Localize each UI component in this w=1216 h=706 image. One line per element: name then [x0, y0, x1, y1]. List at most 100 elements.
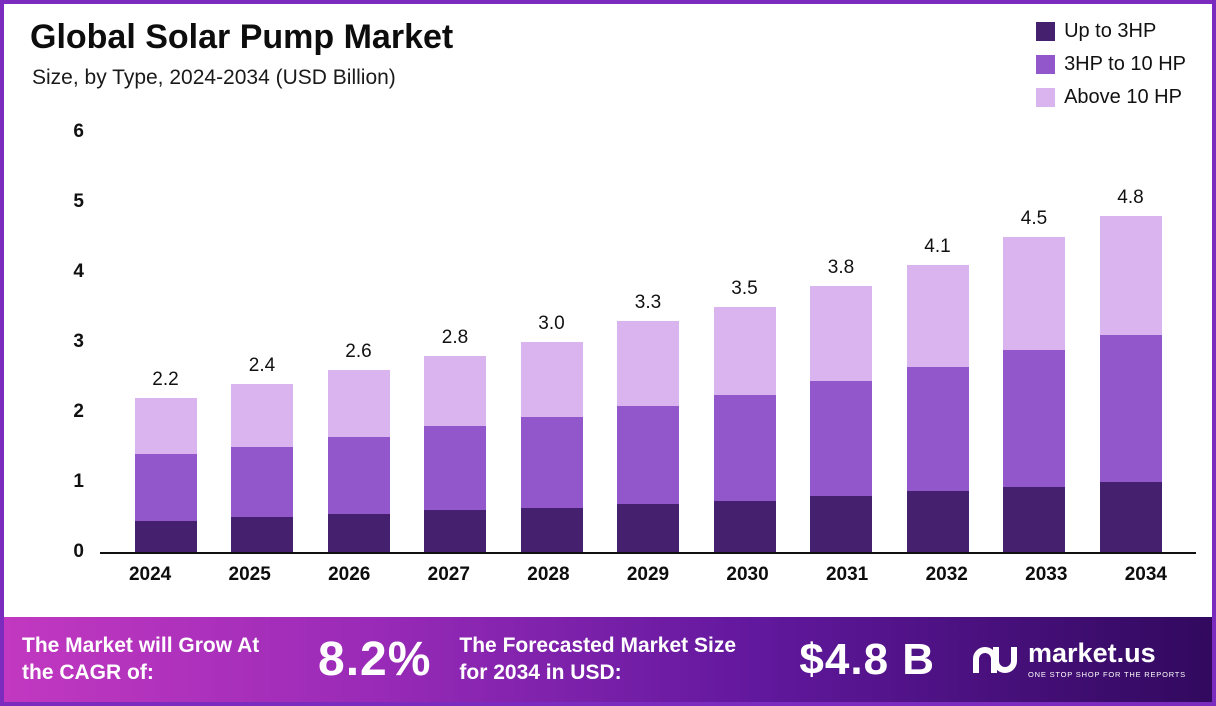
x-axis-label-2025: 2025: [228, 564, 271, 585]
legend-label: 3HP to 10 HP: [1064, 53, 1186, 75]
bar-segment-above-10-hp: [134, 398, 197, 454]
bar-group-2030: 3.5: [713, 132, 776, 552]
bar-segment-3hp-to-10-hp: [906, 366, 969, 492]
brand-name: market.us: [1028, 638, 1156, 668]
legend-item-above-10hp: Above 10 HP: [1036, 86, 1186, 109]
legend-item-3hp-to-10hp: 3HP to 10 HP: [1036, 53, 1186, 76]
bar-group-2025: 2.4: [231, 132, 293, 552]
bar-segment-3hp-to-10-hp: [424, 426, 486, 510]
bar-total-label: 4.8: [1117, 187, 1144, 208]
x-axis-label-2033: 2033: [1025, 564, 1068, 585]
bar-group-2024: 2.2: [134, 132, 197, 552]
x-axis-label-2027: 2027: [427, 564, 470, 585]
x-axis-labels: 2024 2025 2026 2027 2028 2029 2030 2031 2032 2033…: [100, 564, 1196, 586]
bar-segment-up-to-3hp: [520, 507, 583, 552]
bar-segment-3hp-to-10-hp: [713, 394, 776, 501]
x-axis-label-2031: 2031: [825, 564, 869, 585]
bar-segment-up-to-3hp: [231, 517, 293, 552]
legend-swatch-light-purple: [1036, 88, 1056, 107]
bar-segment-up-to-3hp: [1003, 486, 1065, 552]
bar-group-2033: 4.5: [1003, 132, 1065, 552]
forecast-label: The Forecasted Market Size for 2034 in U…: [459, 634, 737, 684]
bar-segment-above-10-hp: [810, 286, 872, 381]
bar-total-label: 3.3: [634, 292, 662, 314]
bar-segment-up-to-3hp: [1099, 482, 1162, 552]
marketus-logo-icon: [973, 646, 1018, 673]
bar-segment-above-10-hp: [520, 342, 583, 417]
footer-banner: The Market will Grow At the CAGR of: 8.2…: [4, 617, 1212, 702]
bar-group-2028: 3.0: [520, 132, 583, 552]
bar-segment-3hp-to-10-hp: [617, 406, 679, 505]
bar-segment-above-10-hp: [1099, 216, 1162, 335]
y-tick-label: 0: [73, 541, 84, 562]
bar-total-label: 2.2: [152, 369, 179, 390]
bar-segment-3hp-to-10-hp: [231, 447, 293, 517]
x-axis-label-2032: 2032: [925, 564, 968, 585]
bar-segment-up-to-3hp: [617, 504, 679, 552]
bar-segment-above-10-hp: [617, 321, 679, 407]
brand-text: market.us ONE STOP SHOP FOR THE REPORTS: [1028, 638, 1186, 680]
bar-total-label: 2.4: [248, 355, 276, 376]
page-title: Global Solar Pump Market: [30, 18, 454, 56]
bar-total-label: 2.8: [441, 327, 469, 348]
bar-segment-above-10-hp: [1003, 237, 1065, 351]
bar-group-2029: 3.3: [617, 132, 679, 552]
bar-segment-above-10-hp: [713, 307, 776, 395]
x-axis-label-2034: 2034: [1124, 564, 1167, 585]
cagr-value: 8.2%: [318, 633, 432, 686]
bar-total-label: 3.8: [827, 257, 855, 278]
bar-total-label: 4.5: [1020, 208, 1048, 230]
y-tick-label: 5: [73, 191, 84, 212]
legend-label: Up to 3HP: [1064, 20, 1157, 42]
legend-swatch-dark-purple: [1036, 22, 1056, 41]
cagr-label: The Market will Grow At the CAGR of:: [22, 634, 260, 684]
x-axis-label-2028: 2028: [527, 564, 570, 585]
brand-logo: market.us ONE STOP SHOP FOR THE REPORTS: [972, 640, 1186, 679]
x-axis-label-2029: 2029: [626, 564, 670, 585]
bar-segment-above-10-hp: [327, 370, 390, 437]
forecast-value: $4.8 B: [799, 634, 936, 684]
bar-total-label: 3.0: [538, 313, 565, 335]
bars-container: 2.2 2.4 2.6 2.8 3.0 3.3 3.5 3.8 4.1 4.5 4.8: [100, 132, 1196, 552]
bar-segment-above-10-hp: [424, 356, 486, 426]
bar-segment-3hp-to-10-hp: [327, 436, 390, 514]
plot-area: 2.2 2.4 2.6 2.8 3.0 3.3 3.5 3.8 4.1 4.5 4.8: [100, 132, 1196, 554]
bar-segment-3hp-to-10-hp: [134, 454, 197, 521]
bar-total-label: 3.5: [731, 278, 758, 300]
bar-segment-3hp-to-10-hp: [1003, 350, 1065, 487]
y-tick-label: 3: [73, 331, 84, 352]
chart-legend: Up to 3HP 3HP to 10 HP Above 10 HP: [1036, 20, 1186, 109]
page-subtitle: Size, by Type, 2024-2034 (USD Billion): [32, 66, 396, 89]
bar-segment-up-to-3hp: [134, 520, 197, 552]
bar-segment-above-10-hp: [231, 384, 293, 447]
y-axis: 6 5 4 3 2 1 0: [44, 121, 84, 562]
bar-segment-3hp-to-10-hp: [1099, 335, 1162, 482]
bar-segment-up-to-3hp: [327, 513, 390, 552]
bar-segment-up-to-3hp: [906, 491, 969, 552]
bar-total-label: 4.1: [924, 236, 951, 258]
brand-tagline: ONE STOP SHOP FOR THE REPORTS: [1028, 670, 1186, 679]
bar-segment-3hp-to-10-hp: [520, 416, 583, 508]
bar-group-2027: 2.8: [424, 132, 486, 552]
y-tick-label: 1: [73, 471, 84, 492]
bar-segment-3hp-to-10-hp: [810, 380, 872, 496]
legend-label: Above 10 HP: [1064, 86, 1182, 108]
bar-segment-up-to-3hp: [424, 510, 486, 552]
bar-group-2034: 4.8: [1099, 132, 1162, 552]
legend-swatch-medium-purple: [1036, 55, 1056, 74]
x-axis-label-2030: 2030: [726, 564, 769, 585]
bar-segment-up-to-3hp: [713, 500, 776, 552]
bar-total-label: 2.6: [345, 341, 372, 362]
y-tick-label: 2: [73, 401, 84, 422]
y-tick-label: 6: [73, 121, 84, 142]
bar-group-2026: 2.6: [327, 132, 390, 552]
x-axis-label-2026: 2026: [328, 564, 371, 585]
legend-item-up-to-3hp: Up to 3HP: [1036, 20, 1186, 43]
bar-segment-up-to-3hp: [810, 496, 872, 552]
bar-segment-above-10-hp: [906, 265, 969, 367]
y-tick-label: 4: [73, 261, 84, 282]
bar-group-2032: 4.1: [906, 132, 969, 552]
x-axis-label-2024: 2024: [128, 564, 172, 585]
bar-group-2031: 3.8: [810, 132, 872, 552]
